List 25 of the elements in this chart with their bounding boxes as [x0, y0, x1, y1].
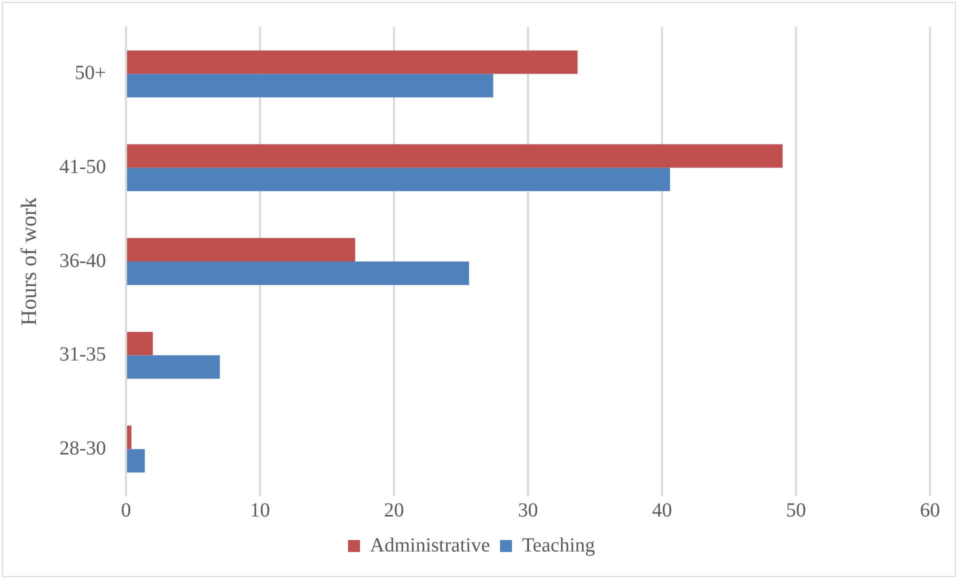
bar: [127, 426, 132, 450]
y-tick-label: 41-50: [59, 156, 106, 178]
x-tick-label: 10: [250, 499, 270, 522]
x-tick-label: 40: [652, 499, 672, 522]
legend-label: Teaching: [522, 534, 595, 556]
x-tick-label: 0: [121, 499, 132, 522]
y-tick-label: 28-30: [59, 437, 106, 460]
bar: [127, 355, 220, 379]
bar: [127, 74, 494, 98]
bar: [127, 50, 578, 74]
y-tick-label: 50+: [74, 62, 106, 84]
y-tick-label: 31-35: [59, 344, 106, 366]
y-axis-title: Hours of work: [16, 197, 41, 326]
legend-label: Administrative: [370, 534, 490, 556]
x-tick-label: 20: [384, 499, 404, 522]
bar: [127, 238, 356, 262]
bar: [127, 449, 145, 473]
y-tick-label: 36-40: [59, 250, 106, 272]
bar: [127, 332, 153, 356]
bar: [127, 262, 470, 285]
x-tick-label: 30: [518, 499, 538, 522]
bar: [127, 168, 670, 192]
x-tick-label: 50: [786, 499, 806, 522]
bar: [127, 144, 783, 168]
x-tick-label: 60: [920, 499, 940, 522]
